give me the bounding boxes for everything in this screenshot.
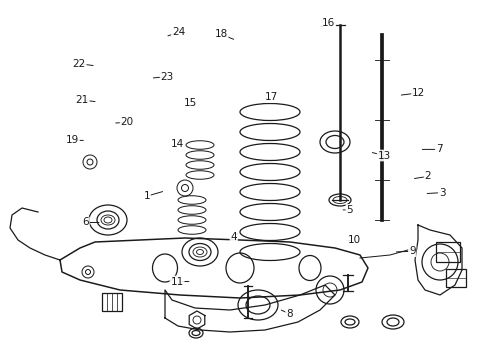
- Text: 14: 14: [170, 139, 184, 149]
- Text: 24: 24: [171, 27, 185, 37]
- Bar: [435, 242, 459, 262]
- Text: 18: 18: [214, 29, 227, 39]
- Text: 13: 13: [377, 150, 390, 161]
- Text: 6: 6: [82, 217, 89, 228]
- Bar: [445, 269, 465, 287]
- Text: 20: 20: [121, 117, 133, 127]
- Text: 11: 11: [170, 276, 183, 287]
- Text: 21: 21: [75, 95, 89, 105]
- Text: 15: 15: [183, 98, 197, 108]
- Text: 2: 2: [424, 171, 430, 181]
- Text: 5: 5: [346, 205, 352, 215]
- Text: 12: 12: [411, 88, 425, 98]
- Text: 23: 23: [160, 72, 174, 82]
- Text: 9: 9: [408, 246, 415, 256]
- Text: 16: 16: [321, 18, 335, 28]
- Text: 1: 1: [143, 191, 150, 201]
- Text: 3: 3: [438, 188, 445, 198]
- Text: 10: 10: [347, 235, 360, 246]
- Text: 8: 8: [285, 309, 292, 319]
- Text: 17: 17: [264, 92, 278, 102]
- Text: 22: 22: [72, 59, 86, 69]
- Text: 4: 4: [230, 232, 237, 242]
- Text: 19: 19: [65, 135, 79, 145]
- Text: 7: 7: [435, 144, 442, 154]
- Bar: [102, 293, 122, 311]
